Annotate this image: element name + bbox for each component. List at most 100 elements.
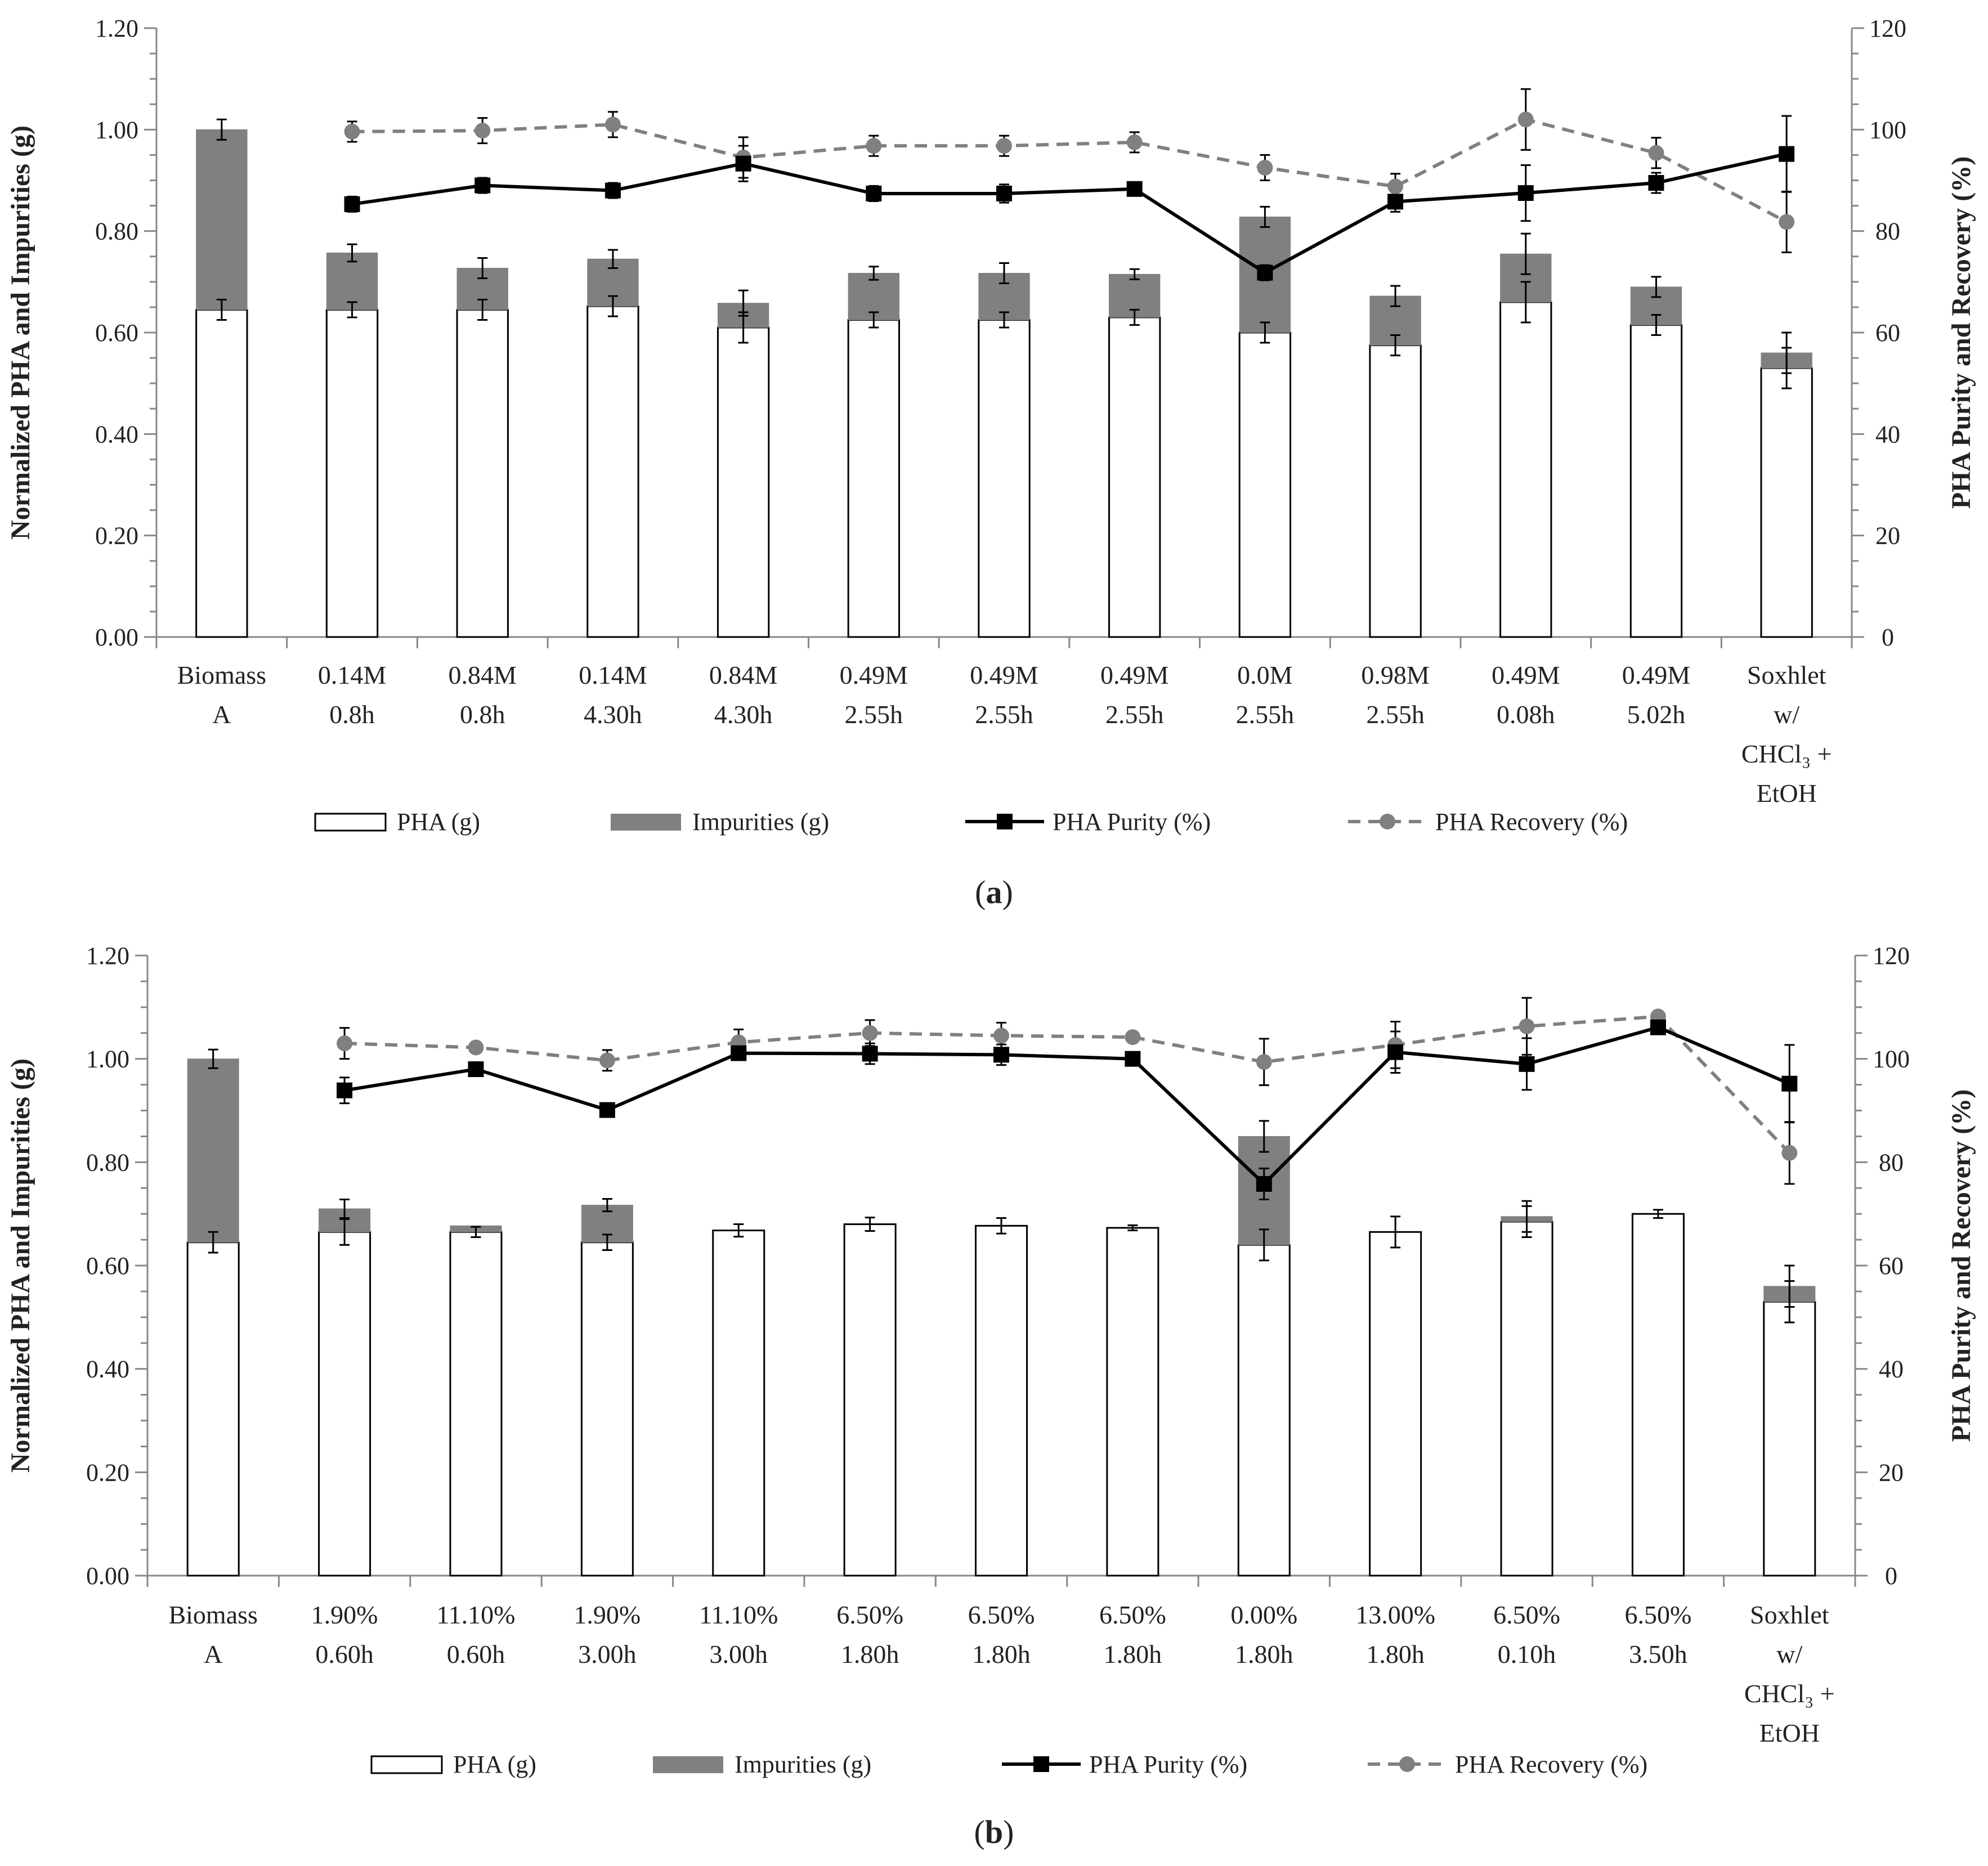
purity-point [474, 177, 491, 194]
left-tick-label: 0.00 [95, 624, 138, 651]
bar-pha [1631, 1213, 1685, 1577]
purity-point [1781, 1075, 1798, 1092]
category-label: 6.50% 1.80h [968, 1600, 1035, 1668]
purity-point [996, 185, 1012, 201]
recovery-point [1387, 178, 1404, 195]
recovery-point [1648, 145, 1664, 161]
recovery-point [1125, 1029, 1141, 1046]
panel-label-a: (a) [975, 874, 1013, 910]
purity-point [344, 196, 360, 212]
bar-pha [586, 305, 639, 638]
category-label: 11.10% 3.00h [699, 1600, 778, 1668]
left-tick-label: 0.80 [95, 218, 138, 245]
purity-point [866, 185, 882, 201]
right-tick-label: 40 [1879, 1356, 1904, 1383]
purity-point [862, 1046, 878, 1062]
recovery-point [474, 123, 491, 139]
category-label: 0.00% 1.80h [1230, 1600, 1297, 1668]
recovery-point [344, 123, 360, 140]
bar-pha [978, 319, 1031, 638]
category-label: 6.50% 1.80h [836, 1600, 903, 1668]
bar-pha [1499, 301, 1552, 638]
legend-swatch-pha [370, 1755, 443, 1774]
legend-label-pha: PHA (g) [453, 1751, 536, 1778]
bar-pha [1760, 367, 1813, 638]
category-label: 0.14M 0.8h [318, 661, 386, 729]
category-label: 0.0M 2.55h [1236, 661, 1295, 729]
bar-pha [712, 1230, 765, 1577]
legend-label-impurities: Impurities (g) [692, 808, 829, 836]
recovery-point [1126, 134, 1143, 150]
bar-pha [449, 1231, 503, 1577]
right-tick-label: 100 [1869, 116, 1906, 143]
category-label: Soxhlet w/CHCl₃ + EtOH [1744, 1600, 1835, 1747]
bar-pha [1106, 1227, 1159, 1577]
bar-impurities [326, 252, 378, 310]
purity-point [605, 182, 621, 199]
bar-pha [456, 308, 509, 638]
recovery-line [344, 1015, 1791, 1154]
purity-point [1126, 181, 1143, 197]
bar-pha [717, 326, 770, 638]
right-tick-label: 80 [1879, 1149, 1904, 1176]
bar-pha [1763, 1300, 1816, 1577]
bar-pha [580, 1241, 634, 1577]
legend-swatch-impurities [611, 814, 681, 831]
category-label: 0.49M 0.08h [1492, 661, 1560, 729]
category-label: 6.50% 0.10h [1493, 1600, 1560, 1668]
purity-point [1257, 264, 1273, 281]
right-tick-label: 20 [1875, 522, 1900, 550]
legend-swatch-pha [314, 813, 387, 832]
purity-point [337, 1082, 353, 1098]
purity-point [1519, 1056, 1535, 1072]
purity-point [1650, 1019, 1666, 1035]
bar-pha [1500, 1221, 1553, 1577]
purity-point [735, 155, 751, 172]
bar-pha [195, 308, 248, 638]
category-label: 0.14M 4.30h [579, 661, 647, 729]
category-label: 0.84M 4.30h [709, 661, 777, 729]
category-label: 6.50% 1.80h [1099, 1600, 1166, 1668]
purity-point [1125, 1051, 1141, 1067]
legend-label-pha: PHA (g) [397, 808, 480, 836]
left-axis-title: Normalized PHA and Impurities (g) [6, 125, 35, 540]
left-tick-label: 0.20 [86, 1459, 129, 1486]
bar-pha [318, 1231, 371, 1577]
left-axis-title: Normalized PHA and Impurities (g) [6, 1058, 35, 1473]
category-label: 0.49M 5.02h [1622, 661, 1690, 729]
bar-impurities [187, 1058, 239, 1243]
recovery-point [468, 1039, 484, 1056]
legend-label-purity: PHA Purity (%) [1053, 808, 1211, 836]
category-label: 0.98M 2.55h [1361, 661, 1429, 729]
right-axis-title: PHA Purity and Recovery (%) [1946, 1089, 1976, 1442]
right-tick-label: 120 [1873, 942, 1910, 970]
chart-panel-b: 0.00 0.20 0.40 0.60 0.80 1.00 1.20 0 20 40 60 80 100… [6, 942, 1976, 1778]
category-label: 0.49M 2.55h [840, 661, 908, 729]
right-tick-label: 20 [1879, 1459, 1904, 1486]
bar-impurities [1238, 1136, 1290, 1245]
legend-label-recovery: PHA Recovery (%) [1455, 1751, 1647, 1778]
left-tick-label: 0.80 [86, 1149, 129, 1176]
legend-label-impurities: Impurities (g) [735, 1751, 871, 1778]
bar-pha [1238, 331, 1292, 638]
bar-pha [974, 1224, 1028, 1577]
bar-pha [847, 319, 900, 638]
right-tick-label: 60 [1879, 1252, 1904, 1280]
recovery-point [1257, 159, 1273, 176]
recovery-point [996, 138, 1012, 154]
recovery-line [352, 118, 1788, 224]
purity-point [599, 1102, 615, 1118]
recovery-point [1779, 214, 1795, 230]
bar-pha [325, 308, 379, 638]
bar-pha [1108, 316, 1161, 638]
recovery-point [605, 116, 621, 133]
bar-pha [186, 1241, 240, 1577]
left-tick-label: 0.40 [86, 1356, 129, 1383]
purity-line [352, 152, 1787, 275]
purity-point [1387, 194, 1404, 210]
recovery-point [866, 138, 882, 154]
purity-point [1517, 185, 1534, 201]
right-axis-title: PHA Purity and Recovery (%) [1946, 156, 1976, 509]
chart-panel-a: 0.00 0.20 0.40 0.60 0.80 1.00 1.20 0 20 40 60 80 100… [6, 15, 1976, 836]
